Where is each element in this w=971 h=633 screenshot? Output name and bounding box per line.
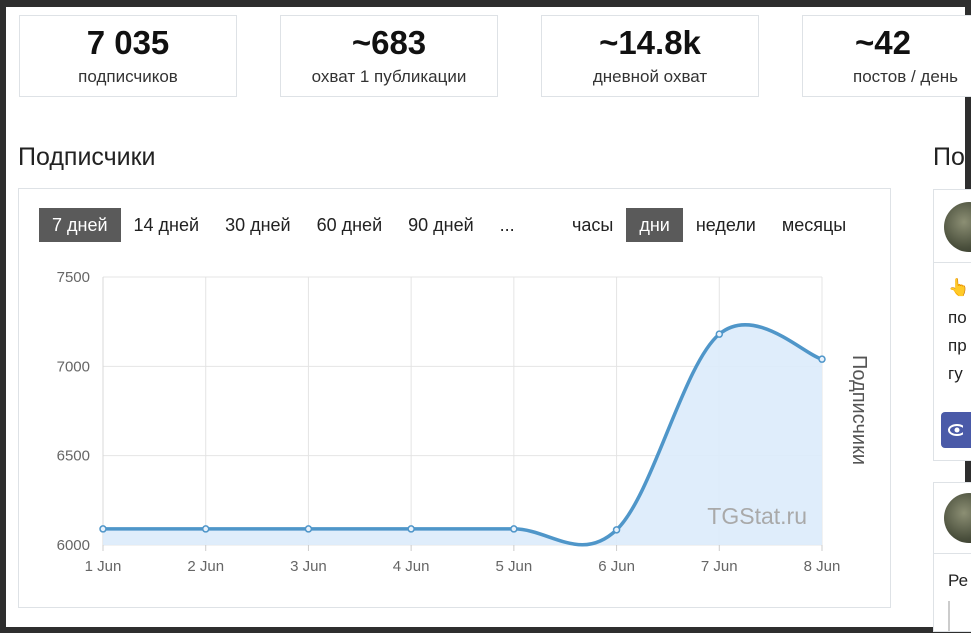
- granularity-selector: часы дни недели месяцы: [559, 208, 859, 242]
- granularity-button-hours[interactable]: часы: [572, 215, 614, 235]
- y-axis-title: Подписчики: [848, 355, 870, 465]
- frame-bottom: [0, 627, 971, 633]
- x-tick-label: 2 Jun: [187, 558, 224, 575]
- data-point: [407, 525, 415, 533]
- data-point: [99, 525, 107, 533]
- post-text-line: пр: [948, 336, 967, 355]
- stat-label: дневной охват: [592, 67, 708, 86]
- side-post-card-2: Ре: [933, 482, 971, 632]
- stat-card-posts-per-day: ~42 постов / день: [802, 15, 971, 97]
- y-tick-label: 6500: [57, 448, 90, 465]
- x-tick-label: 3 Jun: [290, 558, 327, 575]
- data-point: [715, 330, 724, 338]
- period-button-7d[interactable]: 7 дней: [39, 208, 121, 242]
- post-text-line: Ре: [948, 571, 969, 590]
- frame-left: [0, 0, 6, 633]
- x-tick-label: 6 Jun: [598, 558, 635, 575]
- stat-value: ~14.8k: [599, 24, 701, 61]
- period-button-14d[interactable]: 14 дней: [133, 215, 200, 235]
- granularity-button-months[interactable]: месяцы: [781, 215, 847, 235]
- series-area: [103, 324, 822, 545]
- y-tick-label: 7000: [57, 358, 90, 375]
- data-point: [304, 525, 313, 533]
- post-text-line: по: [948, 308, 967, 327]
- eye-icon: [948, 424, 966, 436]
- data-point: [612, 526, 621, 534]
- divider: [934, 262, 971, 263]
- y-tick-label: 7500: [57, 269, 90, 286]
- section-title: Подписчики: [18, 143, 156, 171]
- channel-avatar[interactable]: [944, 493, 971, 543]
- x-tick-label: 7 Jun: [701, 558, 738, 575]
- stat-card-post-reach: ~683 охват 1 публикации: [280, 15, 498, 97]
- data-point: [201, 525, 210, 533]
- frame-top: [0, 0, 971, 7]
- stat-label: охват 1 публикации: [311, 67, 467, 86]
- quote-bar: [948, 601, 950, 631]
- stat-value: 7 035: [86, 24, 170, 61]
- post-text-line: гу: [948, 364, 963, 383]
- data-point: [510, 525, 518, 533]
- period-button-30d[interactable]: 30 дней: [225, 215, 291, 235]
- channel-avatar[interactable]: [944, 202, 971, 252]
- stat-value: ~42: [855, 24, 911, 61]
- x-tick-label: 4 Jun: [393, 558, 430, 575]
- granularity-button-weeks[interactable]: недели: [695, 215, 756, 235]
- divider: [934, 553, 971, 554]
- side-section-title: По: [933, 143, 965, 171]
- y-tick-label: 6000: [57, 537, 90, 554]
- stat-card-subscribers: 7 035 подписчиков: [19, 15, 237, 97]
- x-tick-label: 8 Jun: [804, 558, 841, 575]
- series-line: [103, 323, 823, 547]
- period-selector: 7 дней 14 дней 30 дней 60 дней 90 дней .…: [39, 208, 528, 242]
- x-tick-label: 5 Jun: [496, 558, 533, 575]
- view-button[interactable]: [941, 412, 971, 448]
- stat-value: ~683: [351, 24, 427, 61]
- stat-label: постов / день: [853, 67, 959, 86]
- period-button-more[interactable]: ...: [499, 215, 515, 235]
- data-point: [818, 355, 826, 363]
- granularity-button-days[interactable]: дни: [626, 208, 683, 242]
- period-button-60d[interactable]: 60 дней: [316, 215, 383, 235]
- watermark-text: TGStat.ru: [707, 503, 807, 529]
- period-button-90d[interactable]: 90 дней: [408, 215, 474, 235]
- x-tick-label: 1 Jun: [85, 558, 122, 575]
- post-text-line: 👆: [948, 278, 970, 297]
- stat-label: подписчиков: [78, 67, 178, 86]
- stat-card-daily-reach: ~14.8k дневной охват: [541, 15, 759, 97]
